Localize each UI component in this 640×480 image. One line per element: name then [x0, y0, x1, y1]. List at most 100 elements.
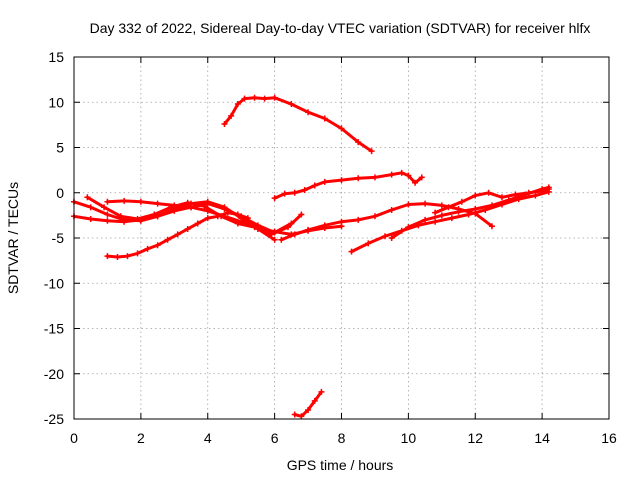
- data-point: [488, 202, 495, 209]
- data-point: [305, 406, 312, 413]
- data-point: [101, 204, 108, 211]
- y-tick-label: -20: [44, 366, 64, 382]
- data-point: [291, 411, 298, 418]
- data-point: [104, 217, 111, 224]
- data-point: [154, 242, 161, 249]
- data-point: [104, 211, 111, 218]
- data-point: [311, 182, 318, 189]
- data-point: [338, 125, 345, 132]
- y-tick-label: 5: [56, 140, 64, 156]
- data-point: [499, 194, 505, 201]
- data-point: [318, 388, 325, 395]
- data-point: [422, 200, 429, 207]
- data-point: [271, 195, 278, 202]
- data-point: [355, 139, 362, 146]
- data-point: [201, 203, 208, 210]
- series-line-6: [223, 96, 374, 153]
- data-point: [405, 224, 412, 231]
- data-point: [525, 189, 532, 196]
- data-point: [174, 231, 181, 238]
- data-point: [291, 189, 298, 196]
- data-point: [151, 211, 158, 218]
- data-point: [184, 199, 191, 206]
- data-point: [221, 206, 228, 213]
- data-point: [505, 196, 512, 203]
- data-point: [371, 213, 378, 220]
- x-tick-label: 2: [137, 430, 145, 446]
- data-point: [281, 190, 288, 197]
- x-tick-label: 6: [271, 430, 279, 446]
- data-point: [154, 200, 161, 207]
- data-point: [311, 397, 318, 404]
- data-point: [104, 253, 111, 260]
- data-point: [87, 215, 94, 222]
- data-point: [164, 236, 171, 243]
- data-point: [305, 226, 312, 233]
- y-tick-label: -25: [44, 411, 64, 427]
- series-line-11: [433, 187, 551, 215]
- data-point: [124, 253, 131, 260]
- data-point: [485, 189, 492, 196]
- data-point: [137, 198, 144, 205]
- data-point: [422, 216, 429, 223]
- data-point: [204, 215, 211, 222]
- chart-title: Day 332 of 2022, Sidereal Day-to-day VTE…: [90, 20, 591, 36]
- data-point: [532, 192, 539, 199]
- data-point: [432, 209, 439, 216]
- data-point: [204, 207, 211, 214]
- data-point: [405, 201, 412, 208]
- data-point: [472, 206, 479, 213]
- data-point: [224, 209, 231, 216]
- data-point: [285, 224, 291, 231]
- data-point: [188, 204, 195, 211]
- data-point: [241, 95, 248, 102]
- data-point: [271, 228, 278, 235]
- y-axis-label: SDTVAR / TECUs: [5, 182, 21, 294]
- data-point: [184, 225, 191, 232]
- data-point: [398, 169, 405, 176]
- x-tick-label: 8: [338, 430, 346, 446]
- data-point: [254, 225, 261, 232]
- data-point: [445, 204, 452, 211]
- data-point: [368, 148, 375, 155]
- tick-layer: 0 2 4 6 8 10 12 14 16 15 10 5 0 -5 -10 -15 -20 -25: [44, 49, 617, 446]
- data-point: [448, 215, 455, 222]
- data-point: [104, 198, 111, 205]
- data-point: [458, 198, 465, 205]
- data-point: [321, 222, 328, 229]
- data-point: [171, 202, 178, 209]
- x-tick-label: 12: [467, 430, 483, 446]
- data-point: [545, 186, 552, 193]
- data-point: [291, 231, 298, 238]
- x-tick-label: 16: [601, 430, 617, 446]
- data-point: [488, 223, 495, 230]
- data-point: [355, 175, 362, 182]
- data-point: [388, 171, 395, 178]
- data-point: [539, 187, 546, 194]
- data-point: [134, 250, 141, 257]
- data-point: [144, 245, 151, 252]
- data-point: [271, 236, 278, 243]
- data-point: [455, 208, 462, 215]
- data-point: [465, 211, 472, 218]
- data-point: [321, 115, 328, 122]
- data-point: [405, 172, 412, 179]
- data-point: [321, 178, 328, 185]
- data-point: [472, 192, 479, 199]
- data-point: [261, 95, 268, 102]
- y-tick-label: -5: [52, 230, 65, 246]
- y-tick-label: 15: [48, 49, 64, 65]
- data-point: [298, 413, 305, 420]
- y-tick-label: 10: [48, 94, 64, 110]
- data-point: [87, 204, 94, 211]
- data-point: [298, 211, 305, 218]
- x-tick-label: 14: [534, 430, 550, 446]
- data-point: [438, 202, 445, 209]
- data-point: [512, 191, 519, 198]
- series-layer: [71, 94, 552, 420]
- x-tick-label: 0: [70, 430, 78, 446]
- y-tick-label: -10: [44, 275, 64, 291]
- data-point: [388, 206, 395, 213]
- data-point: [301, 187, 308, 194]
